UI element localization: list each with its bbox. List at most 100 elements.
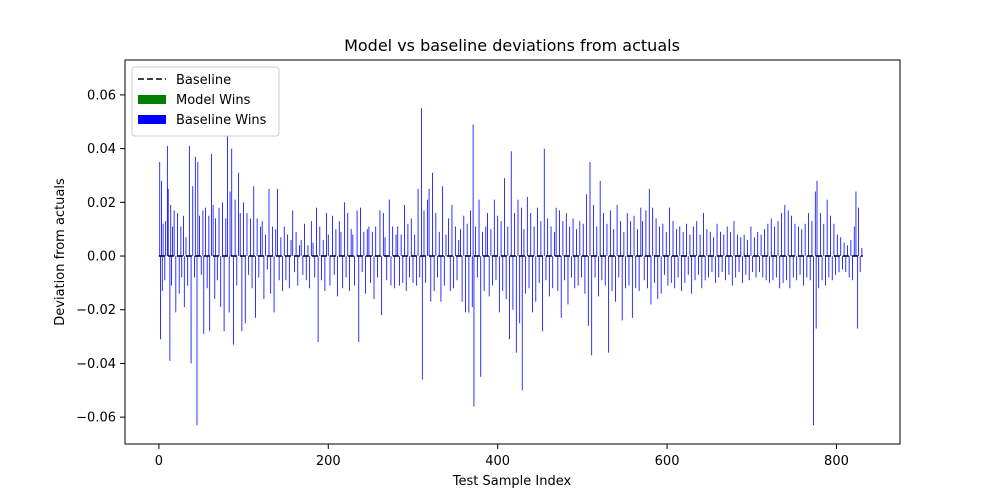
bar [769,256,770,283]
bar [212,205,214,257]
bar [799,256,801,275]
bar [161,256,163,291]
bar [545,256,547,281]
bar [241,256,243,332]
bar [263,256,265,299]
bar [238,172,239,257]
bar [748,256,750,281]
bar [647,256,648,289]
bar [696,221,698,257]
bar [180,226,182,257]
bar [564,256,565,281]
bar [757,231,759,257]
bar [628,256,630,286]
bar [525,256,527,294]
axes-frame [124,59,901,445]
bar [345,256,347,278]
bar [246,213,248,257]
bar [838,256,840,273]
bar [409,256,410,278]
bar [248,256,250,275]
bar [194,256,195,278]
bar [275,229,277,257]
bar [395,234,397,257]
bar [791,215,792,257]
y-axis: −0.06 −0.04 −0.02 0.00 0.02 0.04 0.06 [76,88,125,426]
bar [183,256,185,308]
bar [294,256,295,273]
bar [747,239,748,257]
bar [735,256,737,278]
bar [643,256,645,281]
bar [333,256,335,275]
bar [565,213,567,257]
bar [384,237,386,257]
bar [662,223,664,257]
bar [373,256,375,299]
bar [555,207,557,257]
bar [814,191,816,257]
bar [623,231,625,257]
bar [194,156,196,257]
bar [159,162,161,257]
bar [222,202,223,257]
bar [210,153,212,257]
bar [454,226,456,257]
bar [310,221,312,257]
bar [606,223,608,257]
bar [809,256,811,281]
bar [382,213,384,257]
bar [723,234,725,257]
bar [550,226,552,257]
bar [736,234,738,257]
bar [314,256,316,278]
bar [400,234,402,257]
bar [523,229,525,257]
bar [188,145,190,257]
bar [714,256,716,283]
bar [166,145,168,257]
bar [199,215,200,257]
bar [381,256,383,316]
bar [236,256,238,286]
bar [487,213,488,257]
bar [349,256,350,291]
bar [543,148,545,257]
bar [365,256,366,294]
bar [801,229,803,257]
bar [599,180,601,257]
bar [458,239,460,257]
bar [725,256,726,281]
bar [835,256,837,275]
bar [216,256,218,281]
bar [633,215,635,257]
legend-baseline-wins-swatch [138,115,166,124]
bar [473,256,475,407]
bar [483,256,485,291]
bar [842,256,843,270]
y-tick-label: −0.04 [76,357,116,372]
bar [261,221,263,257]
bar [505,256,507,299]
bar [197,162,199,257]
bar [576,229,577,257]
bar [709,231,711,257]
bar [848,256,850,278]
bar [794,223,796,257]
bar [371,231,373,257]
bar [586,194,588,257]
bar [488,256,490,297]
bar [772,256,774,281]
bar [777,221,779,257]
bar [704,256,706,281]
bar [410,218,412,257]
bar [412,256,414,283]
bar [229,191,231,257]
x-tick-label: 200 [316,454,341,469]
bar [360,207,361,257]
bar [445,234,447,257]
x-tick-label: 400 [485,454,510,469]
bar [283,226,285,257]
bar [852,256,853,281]
bar [417,188,419,257]
